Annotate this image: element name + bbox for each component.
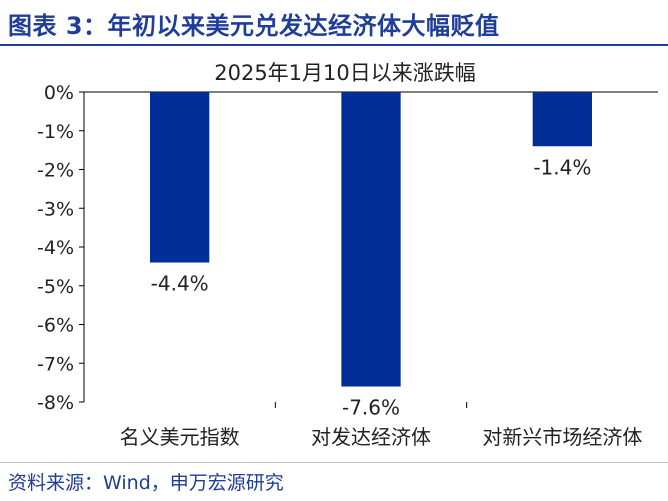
- bar-series: [150, 92, 592, 387]
- category-label: 名义美元指数: [120, 425, 240, 449]
- category-labels: 名义美元指数 对发达经济体 对新兴市场经济体: [120, 425, 643, 449]
- category-label: 对新兴市场经济体: [482, 425, 642, 449]
- bar: [532, 92, 592, 147]
- y-tick-label: -3%: [37, 198, 74, 220]
- source-note: 资料来源：Wind，申万宏源研究: [8, 472, 284, 494]
- title-divider: [0, 44, 668, 46]
- y-tick-label: -2%: [37, 160, 74, 182]
- y-tick-label: -6%: [37, 315, 74, 337]
- figure-header: 图表 3：年初以来美元兑发达经济体大幅贬值: [0, 0, 668, 46]
- category-label: 对发达经济体: [311, 425, 431, 449]
- bar: [341, 92, 401, 387]
- data-label: -7.6%: [342, 396, 400, 420]
- chart-title: 2025年1月10日以来涨跌幅: [214, 61, 476, 85]
- y-tick-label: -7%: [37, 353, 74, 375]
- y-tick-label: -8%: [37, 392, 74, 414]
- chart-area: 2025年1月10日以来涨跌幅 0% -1% -2% -3% -4% -5% -6% -7% -…: [0, 50, 668, 450]
- bar-chart: 2025年1月10日以来涨跌幅 0% -1% -2% -3% -4% -5% -6% -7% -…: [37, 61, 658, 449]
- data-labels: -4.4% -7.6% -1.4%: [151, 155, 592, 419]
- bar: [150, 92, 210, 263]
- y-tick-label: -5%: [37, 276, 74, 298]
- y-axis: 0% -1% -2% -3% -4% -5% -6% -7% -8%: [37, 82, 85, 414]
- source-divider: [0, 462, 668, 463]
- data-label: -4.4%: [151, 272, 209, 296]
- y-tick-label: -1%: [37, 121, 74, 143]
- y-tick-label: -4%: [37, 237, 74, 259]
- figure-title: 图表 3：年初以来美元兑发达经济体大幅贬值: [8, 12, 500, 40]
- data-label: -1.4%: [533, 155, 591, 179]
- y-tick-label: 0%: [44, 82, 74, 104]
